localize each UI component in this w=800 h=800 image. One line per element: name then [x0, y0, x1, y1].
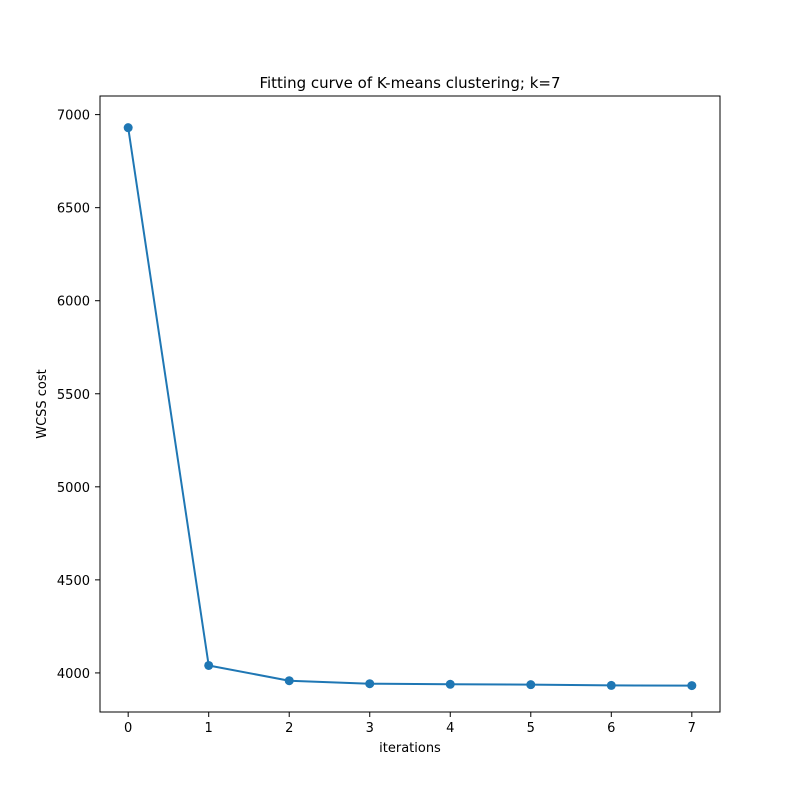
- x-tick-label: 7: [688, 721, 696, 736]
- data-point: [365, 679, 375, 689]
- data-point: [526, 680, 536, 690]
- y-axis: 4000 4500 5000 5500 6000 6500 7000: [57, 109, 100, 682]
- data-point: [204, 660, 214, 670]
- x-tick-label: 5: [527, 721, 535, 736]
- x-tick-label: 1: [205, 721, 213, 736]
- y-tick-label: 6000: [57, 295, 90, 310]
- y-tick-label: 4000: [57, 667, 90, 682]
- x-axis-title: iterations: [379, 741, 441, 756]
- x-tick-label: 4: [446, 721, 454, 736]
- y-tick-label: 4500: [57, 574, 90, 589]
- y-tick-label: 5500: [57, 388, 90, 403]
- y-tick-label: 7000: [57, 109, 90, 124]
- y-axis-title: WCSS cost: [35, 369, 50, 439]
- x-tick-label: 6: [607, 721, 615, 736]
- x-tick-label: 2: [285, 721, 293, 736]
- plot-area: [99, 95, 721, 713]
- data-point: [123, 123, 133, 133]
- series-line: [127, 127, 692, 687]
- series-layer: [123, 123, 697, 691]
- y-tick-label: 5000: [57, 481, 90, 496]
- data-point: [606, 680, 616, 690]
- data-point: [687, 681, 697, 691]
- x-tick-label: 3: [366, 721, 374, 736]
- x-axis: 0 1 2 3 4 5 6 7: [124, 712, 696, 736]
- data-point: [284, 676, 294, 686]
- chart-title: Fitting curve of K-means clustering; k=7: [259, 74, 560, 92]
- x-tick-label: 0: [124, 721, 132, 736]
- data-point: [445, 679, 455, 689]
- y-tick-label: 6500: [57, 202, 90, 217]
